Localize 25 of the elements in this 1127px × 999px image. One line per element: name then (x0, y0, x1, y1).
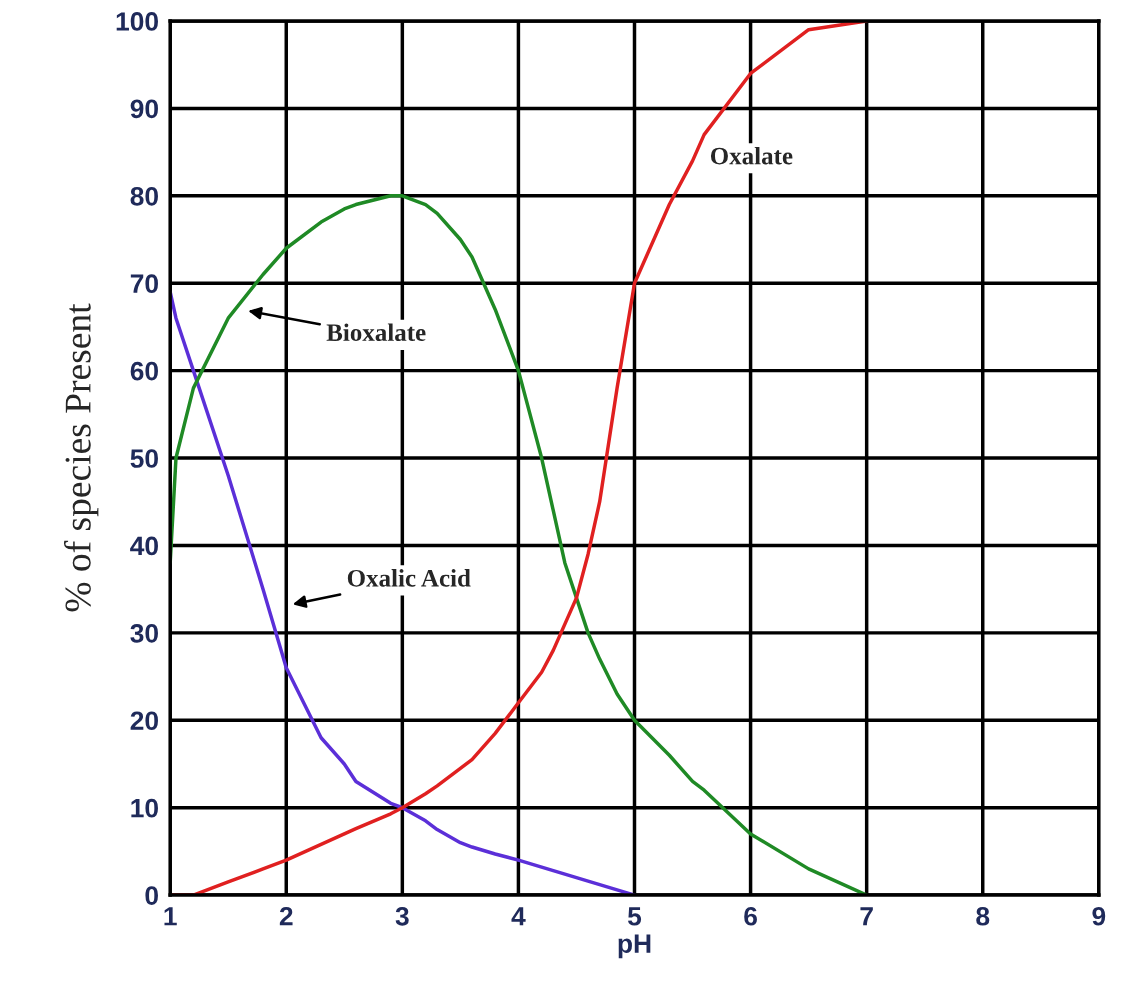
x-axis-title: pH (618, 934, 651, 959)
x-tick-label: 3 (395, 906, 409, 926)
x-tick-label: 8 (976, 906, 990, 926)
x-tick-label: 1 (164, 907, 177, 926)
annotation: Bioxalate (326, 323, 426, 342)
y-tick-label: 60 (130, 361, 158, 381)
y-tick-label: 20 (130, 711, 158, 731)
y-axis-title: % of species Present (63, 303, 99, 612)
x-tick-label: 9 (1092, 906, 1106, 926)
x-tick-label: 4 (511, 907, 526, 926)
y-tick-label: 80 (130, 186, 158, 206)
y-tick-label: 100 (116, 12, 158, 31)
y-tick-label: 50 (130, 449, 158, 468)
y-tick-label: 10 (131, 798, 158, 818)
y-tick-label: 40 (130, 536, 158, 556)
annotation: Oxalic Acid (347, 569, 471, 587)
x-tick-label: 6 (744, 906, 757, 926)
y-tick-label: 30 (130, 624, 158, 643)
x-tick-label: 2 (279, 906, 293, 926)
y-tick-label: 0 (145, 886, 158, 905)
y-tick-label: 90 (130, 99, 158, 119)
annotation: Oxalate (710, 146, 793, 165)
y-tick-label: 70 (130, 274, 158, 294)
x-tick-label: 7 (860, 907, 873, 926)
x-tick-label: 5 (627, 907, 642, 926)
